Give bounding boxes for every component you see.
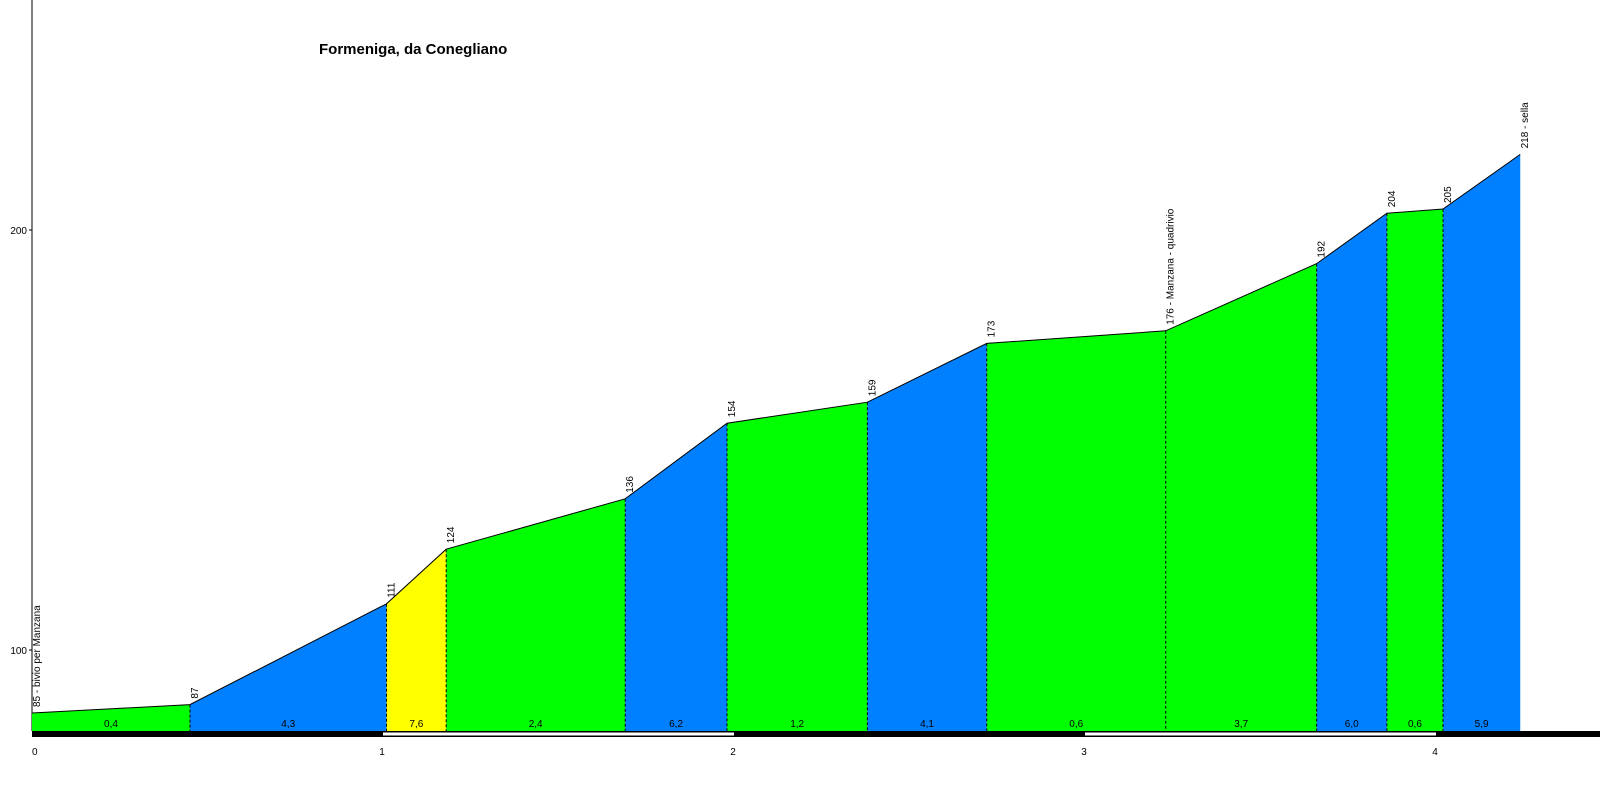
- elevation-point-label: 136: [625, 476, 636, 493]
- y-ticks-layer: 100 200: [10, 226, 32, 657]
- km-bar-layer: [32, 731, 1600, 737]
- profile-line-layer: [31, 153, 1521, 714]
- profile-segment: [726, 402, 868, 731]
- segment-gradient-label: 6,2: [669, 719, 683, 730]
- elevation-point-label: 159: [867, 379, 878, 396]
- x-tick-label: 1: [379, 747, 385, 758]
- x-tick-label: 3: [1081, 747, 1087, 758]
- y-tick-label: 100: [10, 646, 27, 657]
- dividers-layer: [189, 209, 1444, 731]
- x-ticks-layer: 0 1 2 3 4: [32, 747, 1438, 758]
- km-bar-white-stripe: [383, 732, 734, 736]
- segments-layer: [32, 154, 1521, 731]
- chart-title: Formeniga, da Conegliano: [319, 41, 507, 58]
- segment-gradient-label: 3,7: [1234, 719, 1248, 730]
- segment-gradient-label: 7,6: [409, 719, 423, 730]
- elevation-point-label: 176 - Manzana - quadrivio: [1166, 208, 1177, 325]
- segment-gradient-label: 4,3: [281, 719, 295, 730]
- point-labels-layer: 85 - bivio per Manzana 87 111 124 136 154 159 1…: [32, 102, 1531, 707]
- profile-segment: [386, 549, 447, 731]
- profile-segment: [189, 603, 387, 731]
- y-tick-label: 200: [10, 226, 27, 237]
- segment-gradient-label: 0,4: [104, 719, 118, 730]
- segment-gradient-label: 5,9: [1475, 719, 1489, 730]
- elevation-point-label: 154: [727, 400, 738, 417]
- profile-segment: [1386, 209, 1444, 731]
- segment-gradient-label: 4,1: [920, 719, 934, 730]
- x-tick-label: 2: [730, 747, 736, 758]
- km-bar-white-stripe: [1085, 732, 1436, 736]
- elevation-point-label: 205: [1443, 186, 1454, 203]
- profile-segment: [1316, 213, 1387, 731]
- profile-segment: [986, 330, 1166, 731]
- x-tick-label: 0: [32, 747, 38, 758]
- profile-segment: [1165, 263, 1317, 731]
- segment-gradient-label: 2,4: [529, 719, 543, 730]
- segment-gradient-label: 1,2: [790, 719, 804, 730]
- profile-segment: [625, 423, 727, 731]
- km-bar: [32, 731, 1600, 737]
- elevation-point-label: 204: [1387, 190, 1398, 207]
- profile-line: [31, 153, 1521, 714]
- profile-segment: [446, 498, 626, 731]
- elevation-point-label: 192: [1317, 240, 1328, 257]
- profile-segment: [1443, 154, 1521, 731]
- segment-gradient-label: 6,0: [1345, 719, 1359, 730]
- profile-segment: [867, 343, 987, 731]
- x-tick-label: 4: [1432, 747, 1438, 758]
- segment-gradient-label: 0,6: [1069, 719, 1083, 730]
- elevation-point-label: 124: [446, 526, 457, 543]
- gradient-labels-layer: 0,4 4,3 7,6 2,4 6,2 1,2 4,1 0,6 3,7 6,0 0,6 5,9: [104, 719, 1489, 730]
- segment-gradient-label: 0,6: [1408, 719, 1422, 730]
- elevation-point-label: 87: [190, 687, 201, 699]
- elevation-point-label: 173: [987, 320, 998, 337]
- elevation-point-label: 218 - sella: [1520, 102, 1531, 149]
- elevation-point-label: 111: [387, 582, 398, 598]
- elevation-point-label: 85 - bivio per Manzana: [32, 605, 43, 707]
